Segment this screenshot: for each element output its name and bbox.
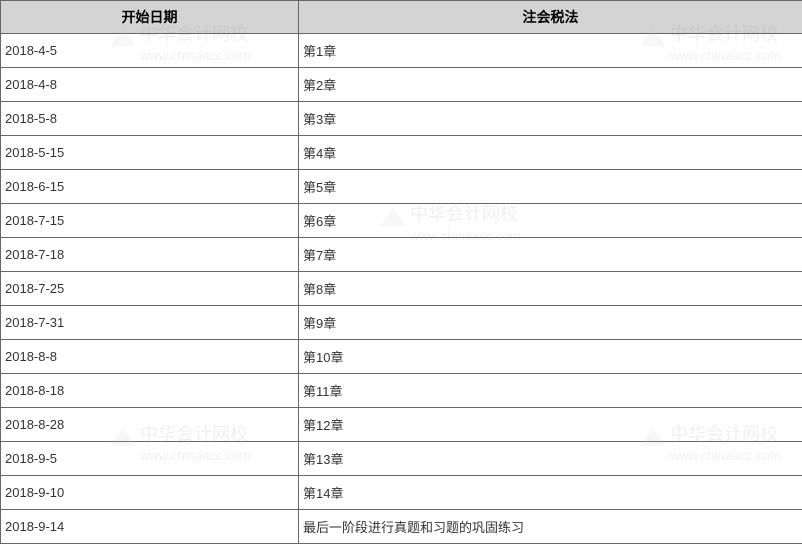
table-row: 2018-4-8 第2章	[1, 68, 802, 102]
cell-content: 第8章	[299, 272, 802, 306]
cell-date: 2018-8-28	[1, 408, 299, 442]
cell-content: 第9章	[299, 306, 802, 340]
table-body: 2018-4-5 第1章 2018-4-8 第2章 2018-5-8 第3章 2…	[1, 34, 802, 544]
cell-date: 2018-9-10	[1, 476, 299, 510]
table-row: 2018-7-18 第7章	[1, 238, 802, 272]
schedule-table: 开始日期 注会税法 2018-4-5 第1章 2018-4-8 第2章 2018…	[0, 0, 802, 544]
cell-date: 2018-5-15	[1, 136, 299, 170]
cell-content: 最后一阶段进行真题和习题的巩固练习	[299, 510, 802, 544]
table-row: 2018-8-28 第12章	[1, 408, 802, 442]
table-row: 2018-5-8 第3章	[1, 102, 802, 136]
cell-date: 2018-4-8	[1, 68, 299, 102]
cell-date: 2018-6-15	[1, 170, 299, 204]
table-row: 2018-7-25 第8章	[1, 272, 802, 306]
cell-content: 第10章	[299, 340, 802, 374]
cell-date: 2018-7-31	[1, 306, 299, 340]
table-row: 2018-8-18 第11章	[1, 374, 802, 408]
cell-content: 第4章	[299, 136, 802, 170]
cell-date: 2018-7-15	[1, 204, 299, 238]
table-header-row: 开始日期 注会税法	[1, 1, 802, 34]
cell-date: 2018-9-14	[1, 510, 299, 544]
cell-content: 第3章	[299, 102, 802, 136]
cell-date: 2018-4-5	[1, 34, 299, 68]
cell-date: 2018-7-18	[1, 238, 299, 272]
cell-content: 第11章	[299, 374, 802, 408]
cell-date: 2018-8-18	[1, 374, 299, 408]
cell-date: 2018-9-5	[1, 442, 299, 476]
table-row: 2018-9-5 第13章	[1, 442, 802, 476]
cell-content: 第7章	[299, 238, 802, 272]
cell-content: 第5章	[299, 170, 802, 204]
table-row: 2018-6-15 第5章	[1, 170, 802, 204]
cell-content: 第13章	[299, 442, 802, 476]
header-tax-law: 注会税法	[299, 1, 802, 34]
cell-content: 第12章	[299, 408, 802, 442]
table-row: 2018-7-15 第6章	[1, 204, 802, 238]
table-row: 2018-5-15 第4章	[1, 136, 802, 170]
table-row: 2018-7-31 第9章	[1, 306, 802, 340]
header-start-date: 开始日期	[1, 1, 299, 34]
cell-content: 第2章	[299, 68, 802, 102]
table-row: 2018-8-8 第10章	[1, 340, 802, 374]
cell-content: 第14章	[299, 476, 802, 510]
cell-date: 2018-5-8	[1, 102, 299, 136]
table-row: 2018-9-10 第14章	[1, 476, 802, 510]
table-row: 2018-9-14 最后一阶段进行真题和习题的巩固练习	[1, 510, 802, 544]
table-row: 2018-4-5 第1章	[1, 34, 802, 68]
cell-content: 第6章	[299, 204, 802, 238]
cell-date: 2018-8-8	[1, 340, 299, 374]
cell-content: 第1章	[299, 34, 802, 68]
cell-date: 2018-7-25	[1, 272, 299, 306]
